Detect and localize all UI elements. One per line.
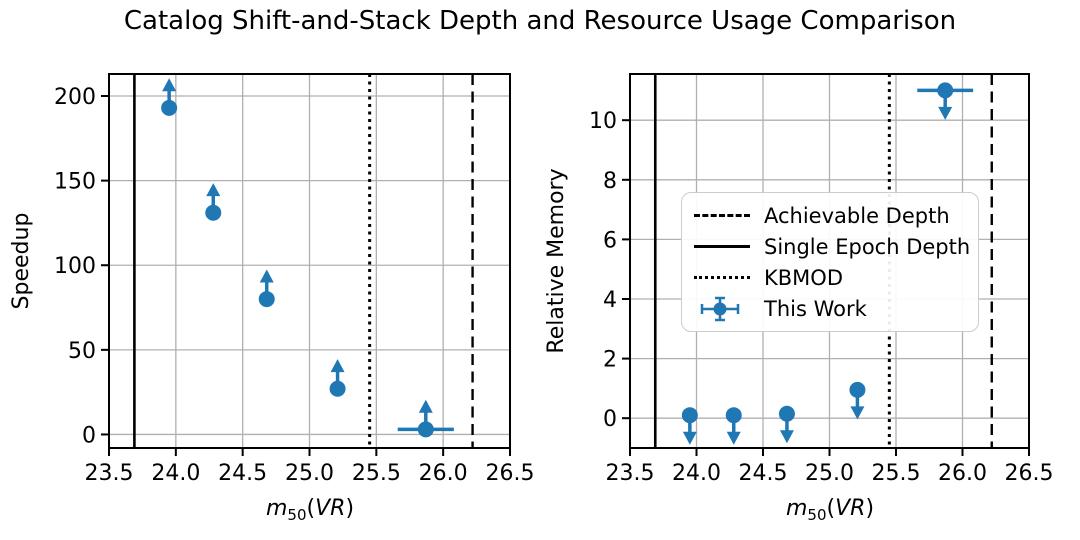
limit-arrow-head [418,399,433,413]
data-point [849,381,866,398]
left-y-axis-label: Speedup [9,212,34,310]
x-tick-label: 24.5 [739,461,788,486]
data-point [681,407,698,424]
xlabel-subscript: 50 [287,506,307,524]
right-x-axis-label: m50(VR) [750,496,910,524]
xlabel-band: VR [315,496,346,521]
figure-title: Catalog Shift-and-Stack Depth and Resour… [123,6,957,36]
y-tick-label: 8 [603,169,617,194]
y-tick-label: 0 [603,407,617,432]
x-tick-label: 26.5 [1005,461,1054,486]
y-tick-label: 2 [603,348,617,373]
x-tick-label: 23.5 [85,461,134,486]
legend-label: Single Epoch Depth [764,234,971,259]
x-tick-label: 23.5 [606,461,655,486]
legend: Achievable Depth Single Epoch Depth KBMOD T… [681,192,979,332]
x-tick-label: 25.5 [352,461,401,486]
legend-item-dashed: Achievable Depth [694,200,962,231]
right-y-axis-label: Relative Memory [544,168,569,354]
x-tick-label: 24.0 [672,461,721,486]
y-tick-label: 50 [68,339,96,364]
axis-ticks: 23.5 24.0 24.5 25.0 25.5 26.0 26.5 0 50 100 150 200 [54,85,534,486]
limit-arrow-head [330,359,345,373]
limit-arrow-head [850,406,865,420]
errorbar-marker-sample [700,296,740,321]
data-point [161,99,178,116]
limit-arrow-head [938,106,953,120]
data-point [205,204,222,221]
xlabel-close-paren: ) [345,496,355,521]
xlabel-var: m [265,496,288,521]
x-tick-label: 26.0 [419,461,468,486]
x-tick-label: 25.0 [805,461,854,486]
series-this-work [161,78,454,438]
data-point [258,291,275,308]
limit-arrow-head [162,78,177,92]
legend-label: Achievable Depth [764,203,950,228]
limit-arrow-head [206,183,221,197]
y-tick-label: 0 [82,423,96,448]
y-tick-label: 100 [54,254,96,279]
legend-item-dotted: KBMOD [694,262,962,293]
left-chart: 23.5 24.0 24.5 25.0 25.5 26.0 26.5 0 50 100 150 200 [54,73,534,486]
xlabel-close-paren: ) [865,496,875,521]
dashed-line-sample [694,214,750,217]
legend-item-solid: Single Epoch Depth [694,231,970,262]
limit-arrow-head [779,430,794,444]
y-tick-label: 10 [589,109,617,134]
limit-arrow-head [726,431,741,445]
legend-label: KBMOD [764,265,843,290]
x-tick-label: 26.0 [938,461,987,486]
data-point [417,421,434,438]
legend-item-marker: This Work [694,293,962,324]
dotted-line-sample [694,276,750,279]
limit-arrow-head [259,269,274,283]
xlabel-subscript: 50 [807,506,827,524]
x-tick-label: 25.5 [872,461,921,486]
x-tick-label: 26.5 [486,461,535,486]
xlabel-band: VR [835,496,866,521]
y-tick-label: 150 [54,170,96,195]
left-x-axis-label: m50(VR) [230,496,390,524]
x-tick-label: 25.0 [285,461,334,486]
x-tick-label: 24.0 [151,461,200,486]
y-tick-label: 6 [603,228,617,253]
data-point [937,82,954,99]
gridlines [108,74,511,448]
legend-label: This Work [764,296,867,321]
xlabel-open-paren: ( [826,496,836,521]
data-point [778,405,795,422]
y-tick-label: 200 [54,85,96,110]
series-this-work [681,82,974,445]
data-point [725,407,742,424]
limit-arrow-head [682,431,697,445]
solid-line-sample [694,245,750,248]
xlabel-open-paren: ( [306,496,316,521]
x-tick-label: 24.5 [218,461,267,486]
axis-ticks: 23.5 24.0 24.5 25.0 25.5 26.0 26.5 0 2 4 6 8 10 [589,109,1053,486]
data-point [329,380,346,397]
xlabel-var: m [785,496,808,521]
y-tick-label: 4 [603,288,617,313]
